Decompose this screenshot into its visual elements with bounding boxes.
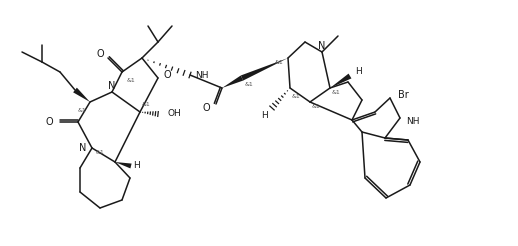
Text: H: H (134, 162, 140, 170)
Text: &1: &1 (332, 91, 341, 95)
Text: &1: &1 (274, 61, 283, 65)
Text: &1: &1 (245, 82, 254, 88)
Text: N: N (108, 81, 116, 91)
Polygon shape (330, 74, 351, 88)
Text: O: O (203, 103, 210, 113)
Text: NH: NH (195, 71, 209, 79)
Text: O: O (163, 70, 170, 80)
Text: &1: &1 (96, 151, 104, 155)
Text: H: H (262, 111, 268, 121)
Text: H: H (355, 67, 362, 77)
Polygon shape (115, 162, 132, 169)
Text: &1: &1 (292, 93, 301, 98)
Polygon shape (241, 58, 288, 81)
Text: NH: NH (406, 117, 420, 125)
Text: OH: OH (168, 109, 182, 119)
Text: &1: &1 (78, 108, 87, 112)
Text: N: N (79, 143, 86, 153)
Text: &1: &1 (142, 102, 151, 107)
Polygon shape (222, 76, 243, 88)
Text: N: N (319, 41, 326, 51)
Text: Br: Br (398, 90, 409, 100)
Text: O: O (46, 117, 53, 127)
Text: &1: &1 (312, 105, 321, 109)
Polygon shape (73, 88, 90, 102)
Text: O: O (96, 49, 104, 59)
Text: &1: &1 (127, 77, 136, 82)
